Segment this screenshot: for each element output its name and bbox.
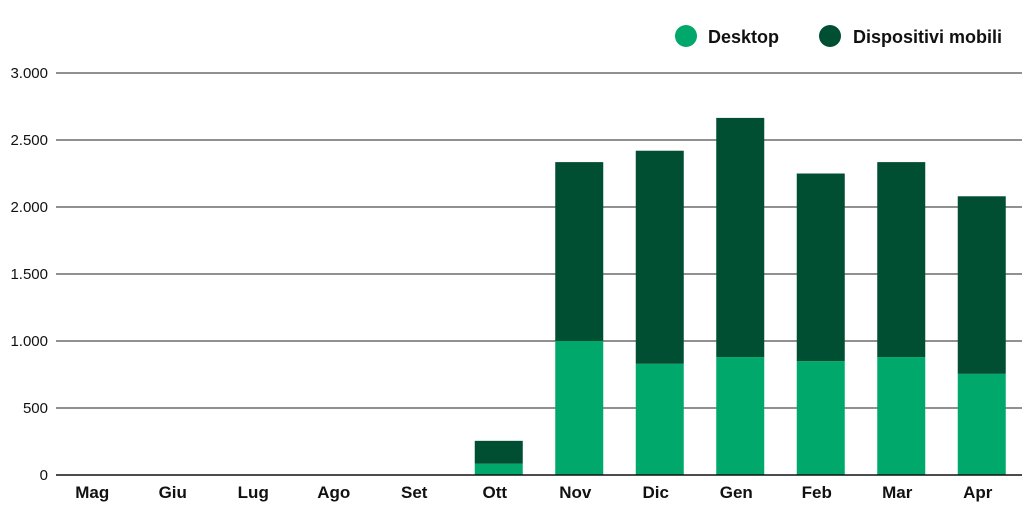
legend-swatch-desktop xyxy=(675,25,697,47)
x-tick-label: Apr xyxy=(963,483,993,502)
x-tick-label: Set xyxy=(401,483,428,502)
bar-mobile-ott xyxy=(474,440,523,464)
x-tick-label: Dic xyxy=(643,483,669,502)
x-tick-label: Lug xyxy=(238,483,269,502)
bar-desktop-mar xyxy=(877,357,926,475)
y-tick-label: 500 xyxy=(23,400,48,417)
x-tick-label: Ago xyxy=(317,483,350,502)
bar-desktop-gen xyxy=(716,357,765,475)
bars xyxy=(474,117,1006,475)
bar-mobile-apr xyxy=(957,196,1006,374)
y-tick-label: 0 xyxy=(40,467,48,484)
y-tick-label: 2.500 xyxy=(10,132,48,149)
legend-label-mobile: Dispositivi mobili xyxy=(853,27,1002,47)
bar-mobile-feb xyxy=(796,173,845,362)
legend-swatch-mobile xyxy=(819,25,841,47)
bar-mobile-gen xyxy=(716,117,765,358)
bar-mobile-mar xyxy=(877,162,926,358)
y-tick-label: 2.000 xyxy=(10,199,48,216)
y-tick-label: 1.500 xyxy=(10,266,48,283)
x-tick-label: Giu xyxy=(159,483,187,502)
x-tick-label: Gen xyxy=(720,483,753,502)
y-tick-label: 1.000 xyxy=(10,333,48,350)
bar-desktop-apr xyxy=(957,373,1006,475)
legend: Desktop Dispositivi mobili xyxy=(675,25,1002,47)
x-tick-label: Ott xyxy=(482,483,507,502)
x-tick-label: Mag xyxy=(75,483,109,502)
y-tick-label: 3.000 xyxy=(10,65,48,82)
bar-mobile-dic xyxy=(635,150,684,364)
bar-desktop-feb xyxy=(796,361,845,475)
x-tick-label: Nov xyxy=(559,483,592,502)
bar-desktop-dic xyxy=(635,363,684,475)
bar-desktop-ott xyxy=(474,463,523,475)
x-tick-label: Feb xyxy=(802,483,832,502)
x-axis: Mag Giu Lug Ago Set Ott Nov Dic Gen Feb Mar Apr xyxy=(56,474,1022,502)
x-tick-label: Mar xyxy=(882,483,913,502)
gridlines: 0 500 1.000 1.500 2.000 2.500 3.000 xyxy=(10,65,1022,484)
legend-label-desktop: Desktop xyxy=(708,27,779,47)
bar-desktop-nov xyxy=(555,341,604,475)
bar-mobile-nov xyxy=(555,162,604,341)
